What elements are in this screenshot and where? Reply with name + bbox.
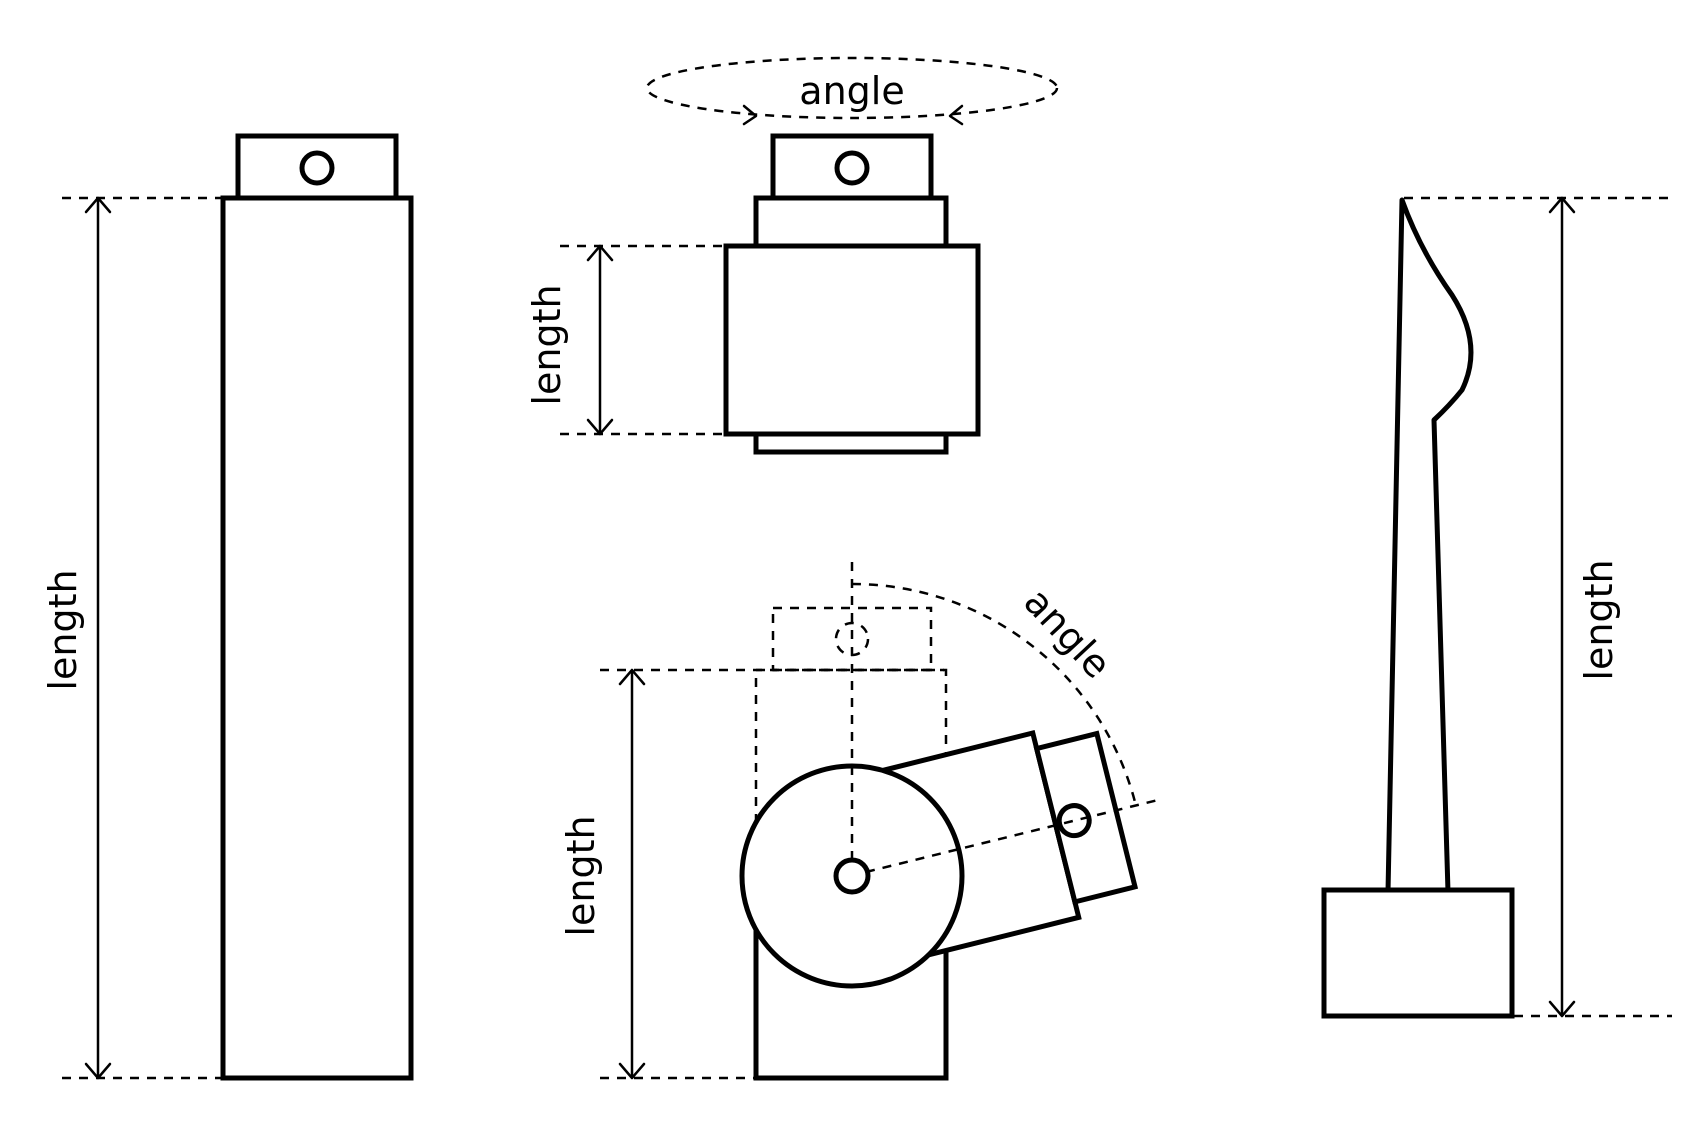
straight-segment-body <box>220 195 414 1081</box>
bottom-length-arrow-top <box>618 668 646 686</box>
blade-outline <box>1385 197 1474 893</box>
left-length-arrow-top <box>84 196 112 214</box>
right-length-arrow-top <box>1548 196 1576 214</box>
bottom-length-arrow-bottom <box>618 1062 646 1080</box>
blade-base <box>1321 887 1515 1019</box>
left-length-label: length <box>41 569 85 690</box>
rotating-segment-pin-hole <box>834 150 870 186</box>
blade-segment-figure: length <box>1321 196 1672 1019</box>
right-length-label: length <box>1577 559 1621 680</box>
hinge-joint-pivot <box>833 857 871 895</box>
rotation-angle-ellipse <box>645 56 1059 120</box>
bottom-length-label: length <box>559 815 603 936</box>
straight-segment-figure: length <box>41 133 414 1081</box>
bottom-angle-label: angle <box>1015 580 1119 687</box>
rotating-segment-figure: angle length <box>525 56 1059 455</box>
top-angle-label: angle <box>799 69 904 113</box>
rotating-segment-body <box>723 243 981 437</box>
right-length-arrow-bottom <box>1548 1000 1576 1018</box>
straight-segment-pin-hole <box>299 150 335 186</box>
rotation-arrow-left <box>742 104 758 126</box>
top-length-arrow-bottom <box>586 418 614 436</box>
ghost-segment-cap <box>771 606 933 672</box>
top-length-label: length <box>525 284 569 405</box>
rotating-segment-top-collar <box>753 195 949 251</box>
hinge-angle-arc <box>851 582 1138 807</box>
left-length-arrow-bottom <box>84 1062 112 1080</box>
top-length-arrow-top <box>586 244 614 262</box>
rotation-arrow-right <box>948 104 964 126</box>
hinged-joint-figure: angle length <box>559 562 1159 1081</box>
